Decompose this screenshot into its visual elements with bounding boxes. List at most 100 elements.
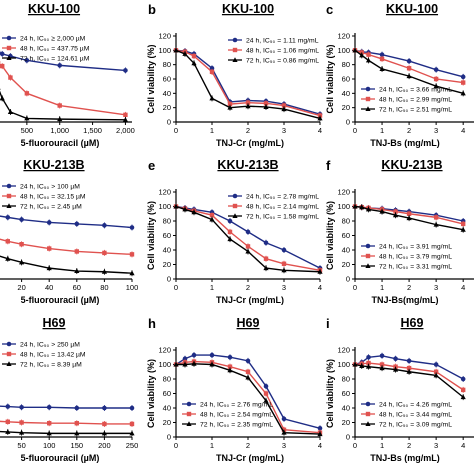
data-point xyxy=(191,360,197,366)
legend: 24 h, IC₅₀ = 4.26 mg/mL 48 h, IC₅₀ = 3.44… xyxy=(361,402,452,429)
legend-marker xyxy=(365,411,371,417)
x-tick-label: 150 xyxy=(71,441,84,450)
x-tick-label: 1 xyxy=(210,441,214,450)
series-3 xyxy=(173,203,323,275)
legend-marker xyxy=(232,37,238,43)
data-point xyxy=(245,103,251,109)
data-point xyxy=(366,52,371,57)
y-tick-label: 60 xyxy=(342,231,350,240)
x-tick-label: 2 xyxy=(246,283,250,292)
legend-label: 72 h, IC₅₀ = 2.51 mg/mL xyxy=(379,107,452,114)
series-3 xyxy=(0,428,135,437)
y-tick-label: 100 xyxy=(337,46,350,55)
legend-item: 48 h, IC₅₀ = 3.79 mg/mL xyxy=(361,254,452,261)
y-tick-label: 100 xyxy=(158,360,171,369)
x-axis-label: TNJ-Cr (mg/mL) xyxy=(216,295,284,305)
x-tick-label: 4 xyxy=(318,283,322,292)
data-point xyxy=(19,404,24,410)
data-point xyxy=(182,206,188,212)
data-point xyxy=(460,387,466,393)
legend-marker xyxy=(365,86,371,92)
data-point xyxy=(227,364,233,369)
y-tick-label: 20 xyxy=(342,418,350,427)
data-point xyxy=(182,361,188,367)
legend-label: 24 h, IC₅₀ = 3.66 mg/mL xyxy=(379,87,452,94)
y-tick-label: 120 xyxy=(337,346,350,355)
x-axis-label: 5-fluorouracil (µM) xyxy=(21,138,100,148)
data-point xyxy=(191,60,197,66)
legend-label: 24 h, IC₅₀ = 4.26 mg/mL xyxy=(379,402,452,409)
data-point xyxy=(19,259,25,265)
y-tick-label: 20 xyxy=(163,260,171,269)
data-point xyxy=(433,372,439,378)
data-point xyxy=(0,63,5,69)
data-point xyxy=(46,220,52,225)
legend-label: 24 h, IC₅₀ > 100 µM xyxy=(20,184,80,191)
y-tick-label: 20 xyxy=(163,418,171,427)
data-point xyxy=(123,112,128,118)
legend-item: 48 h, IC₅₀ = 3.44 mg/mL xyxy=(361,412,452,419)
legend-label: 48 h, IC₅₀ = 13.42 µM xyxy=(20,352,86,359)
legend-item: 48 h, IC₅₀ = 1.06 mg/mL xyxy=(228,48,319,55)
data-point xyxy=(281,429,287,435)
series-line xyxy=(0,63,126,116)
legend-label: 48 h, IC₅₀ = 2.54 mg/mL xyxy=(200,412,273,419)
data-point xyxy=(209,361,215,367)
x-tick-label: 0 xyxy=(174,126,178,135)
data-point xyxy=(460,74,466,80)
data-point xyxy=(74,405,80,411)
y-tick-label: 60 xyxy=(163,231,171,240)
x-tick-label: 2 xyxy=(407,283,411,292)
legend: 24 h, IC₅₀ ≥ 2,000 µM 48 h, IC₅₀ = 437.75… xyxy=(2,36,90,63)
data-point xyxy=(19,420,24,425)
data-point xyxy=(8,75,13,80)
legend-item: 72 h, IC₅₀ = 2.35 mg/mL xyxy=(182,421,273,429)
data-point xyxy=(281,416,287,422)
legend-label: 72 h, IC₅₀ = 2.35 mg/mL xyxy=(200,422,273,429)
data-point xyxy=(406,215,412,221)
data-point xyxy=(392,366,399,372)
x-tick-label: 1 xyxy=(380,283,384,292)
series-2 xyxy=(352,360,466,393)
y-tick-label: 100 xyxy=(337,360,350,369)
data-point xyxy=(5,239,10,244)
panel-letter-f: f xyxy=(326,158,331,173)
data-point xyxy=(281,261,287,266)
legend-item: 72 h, IC₅₀ = 124.61 µM xyxy=(2,55,90,63)
data-point xyxy=(129,421,135,427)
legend-label: 48 h, IC₅₀ = 3.44 mg/mL xyxy=(379,412,452,419)
data-point xyxy=(433,362,439,367)
legend-label: 48 h, IC₅₀ = 2.99 mg/mL xyxy=(379,97,452,104)
data-point xyxy=(102,421,107,427)
data-point xyxy=(182,51,188,56)
y-tick-label: 0 xyxy=(167,433,171,442)
data-point xyxy=(281,267,287,273)
y-tick-label: 80 xyxy=(342,60,350,69)
data-point xyxy=(460,80,466,85)
data-point xyxy=(57,103,62,108)
data-point xyxy=(47,421,52,426)
panel-title-f: KKU-213B xyxy=(381,158,442,172)
series-3 xyxy=(352,203,466,233)
series-2 xyxy=(0,61,128,118)
y-axis-label: Cell viability (%) xyxy=(325,201,335,270)
legend-marker xyxy=(365,401,371,407)
data-point xyxy=(74,421,79,426)
legend-item: 72 h, IC₅₀ = 2.51 mg/mL xyxy=(361,106,452,114)
data-point xyxy=(460,90,466,96)
x-tick-label: 80 xyxy=(100,283,108,292)
legend-label: 72 h, IC₅₀ = 3.09 mg/mL xyxy=(379,422,452,429)
legend-marker xyxy=(6,55,12,60)
data-point xyxy=(317,431,323,437)
data-point xyxy=(227,101,233,107)
series-line xyxy=(0,215,133,229)
series-1 xyxy=(352,352,466,382)
data-point xyxy=(281,247,287,253)
legend-label: 24 h, IC₅₀ = 3.91 mg/mL xyxy=(379,244,452,251)
data-point xyxy=(352,361,358,367)
y-axis-label: Cell viability (%) xyxy=(325,359,335,428)
x-axis-label: TNJ-Bs (mg/mL) xyxy=(370,453,440,463)
y-tick-label: 120 xyxy=(337,32,350,41)
